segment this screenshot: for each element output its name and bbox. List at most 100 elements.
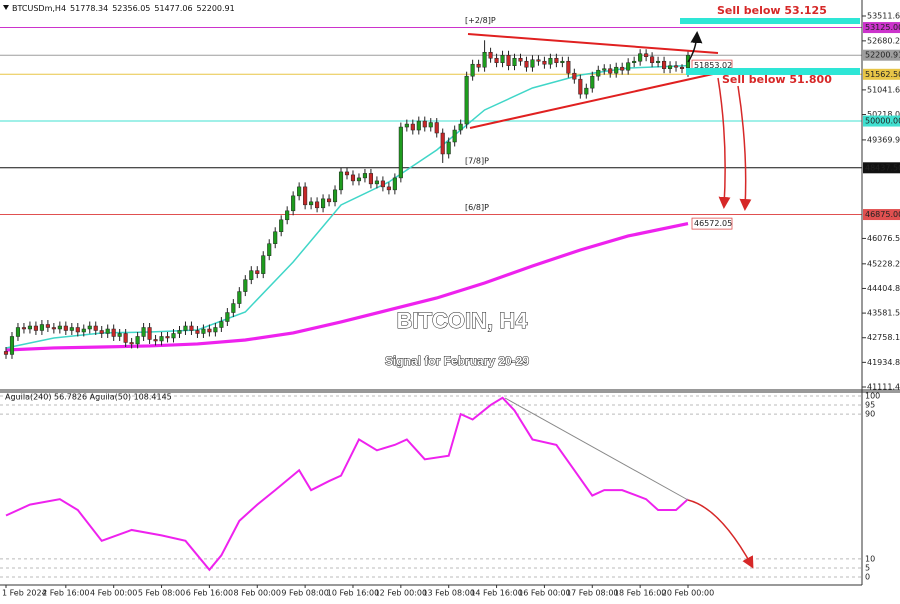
oscillator-line (5, 396, 689, 572)
candle-body (183, 325, 188, 331)
candle-body (332, 189, 338, 203)
candle-body (554, 57, 559, 63)
level-box (863, 115, 900, 127)
candle-body (207, 328, 212, 333)
x-tick-label: 17 Feb 08:00 (566, 589, 618, 598)
x-tick-label: 8 Feb 00:00 (234, 589, 281, 598)
candle-body (321, 198, 326, 209)
candle-body (434, 122, 439, 134)
candle-body (536, 59, 541, 62)
symbol-icon (3, 5, 9, 10)
candle-body (3, 351, 9, 355)
candle-body (111, 328, 116, 337)
candle-body (566, 60, 571, 74)
candle-body (494, 57, 499, 63)
candle-body (518, 57, 523, 62)
level-box (863, 209, 900, 221)
candle-body (75, 327, 80, 333)
candle-body (81, 328, 86, 333)
candle-body (590, 75, 595, 89)
candle-body (159, 336, 164, 342)
ma-value-box (691, 217, 733, 230)
candle-body (27, 325, 32, 330)
low: 51477.06 (154, 4, 192, 13)
y-tick-label: 53511.60 (867, 11, 900, 20)
candle-body (57, 325, 62, 330)
candle-body (446, 141, 451, 155)
candle-body (135, 336, 140, 345)
y-tick-label: 51041.65 (867, 85, 900, 94)
sell-note: Sell below 51.800 (722, 73, 832, 86)
candle-body (9, 336, 15, 355)
candle-body (608, 68, 613, 74)
osc-arrow (687, 499, 754, 569)
candle-body (476, 63, 481, 68)
y-tick-label: 43581.50 (867, 309, 900, 318)
triangle-lower (469, 71, 723, 129)
annotation-layer: Sell below 53.125 Sell below 51.800 BITC… (0, 0, 900, 586)
x-tick-label: 4 Feb 00:00 (90, 589, 137, 598)
candle-body (327, 198, 332, 203)
y-tick-label: 45228.20 (867, 259, 900, 268)
chart-subtitle: Signal for February 20-29 (385, 354, 529, 368)
candle-body (488, 51, 493, 59)
level-label: 46875.00 (865, 210, 900, 219)
level-tag: [7/8]P (465, 156, 489, 165)
x-tick-label: 6 Feb 16:00 (186, 589, 233, 598)
candle-body (285, 210, 290, 221)
candle-body (524, 60, 529, 68)
ma-value-label: 51853.02 (694, 61, 732, 70)
candle-body (273, 231, 278, 244)
candle-body (458, 123, 463, 131)
candle-body (153, 339, 158, 342)
sell-note: Sell below 53.125 (717, 4, 827, 17)
close: 52200.91 (197, 4, 235, 13)
level-box (863, 22, 900, 34)
candle-body (33, 325, 38, 331)
x-tick-label: 12 Feb 00:00 (375, 589, 427, 598)
candle-body (584, 87, 589, 95)
candle-body (662, 60, 667, 69)
candle-body (668, 65, 673, 69)
candle-body (602, 68, 607, 71)
candle-body (482, 51, 487, 68)
candle-body (165, 336, 170, 339)
candle-body (428, 122, 433, 128)
candle-body (69, 327, 74, 331)
candle-body (638, 53, 643, 62)
candle-body (219, 321, 224, 328)
candle-body (291, 195, 296, 212)
candle-body (39, 324, 44, 331)
level-label: 52200.91 (865, 51, 900, 60)
candle-body (231, 303, 236, 313)
x-tick-label: 16 Feb 00:00 (518, 589, 570, 598)
candle-body (392, 177, 397, 191)
candle-body (374, 180, 379, 185)
candle-body (129, 342, 134, 345)
y-tick-label: 50218.06 (867, 110, 900, 119)
candle-body (404, 123, 409, 128)
candle-body (93, 325, 98, 331)
chart-title: BITCOIN, H4 (397, 308, 529, 333)
candle-body (338, 171, 344, 191)
candle-body (141, 327, 146, 337)
candle-body (422, 120, 427, 128)
candle-body (237, 291, 242, 304)
arrow-down (737, 85, 752, 211)
y-tick-label: 52680.25 (867, 36, 900, 45)
oscillator-label: Aguila(240) 56.7826 Aguila(50) 108.4145 (5, 393, 172, 402)
candle-body (542, 60, 547, 65)
y-tick-label: 49369.90 (867, 135, 900, 144)
candle-body (362, 173, 367, 179)
candle-body (201, 328, 206, 334)
candle-body (386, 186, 391, 191)
candle-body (213, 327, 218, 333)
candle-body (309, 201, 314, 206)
candle-body (123, 333, 128, 343)
candle-body (51, 327, 56, 330)
osc-tick-label: 100 (865, 391, 880, 400)
candle-body (673, 65, 679, 68)
candle-body (297, 186, 302, 197)
